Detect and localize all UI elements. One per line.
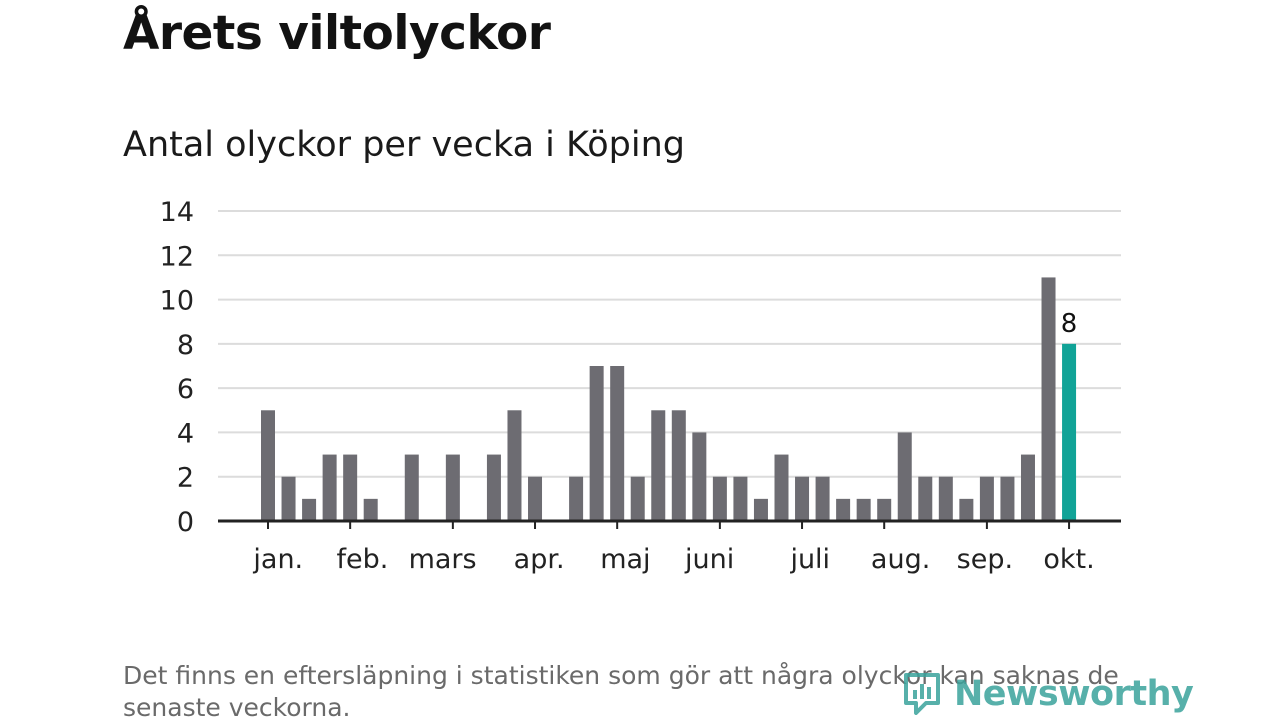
bar (938, 476, 953, 521)
y-tick-label: 6 (177, 374, 194, 405)
newsworthy-logo: Newsworthy (902, 668, 1194, 720)
x-axis-labels: jan. feb. mars apr. maj juni juli aug. sep. okt. (252, 544, 1094, 575)
bar (1041, 277, 1056, 521)
bar (692, 432, 707, 521)
bar (836, 498, 851, 521)
gridlines (218, 210, 1121, 478)
newsworthy-logo-icon (904, 673, 940, 715)
bar (630, 476, 645, 521)
y-tick-label: 12 (160, 241, 194, 272)
bar (1020, 454, 1035, 521)
data-label-latest-week: 8 (1061, 309, 1078, 339)
footnote: Det finns en eftersläpning i statistiken… (123, 661, 1119, 722)
y-tick-label: 4 (177, 418, 194, 449)
x-tick-label: juli (789, 544, 830, 575)
x-tick-label: apr. (514, 544, 565, 575)
y-tick-label: 2 (177, 463, 194, 494)
chart-subtitle: Antal olyckor per vecka i Köping (123, 125, 685, 165)
bar (753, 498, 768, 521)
y-tick-label: 0 (177, 507, 194, 538)
y-tick-label: 14 (160, 197, 194, 228)
bar (281, 476, 296, 521)
x-tick-label: jan. (252, 544, 303, 575)
x-tick-label: juni (684, 544, 734, 575)
x-tick-label: feb. (337, 544, 389, 575)
bar (774, 454, 789, 521)
x-tick-label: aug. (871, 544, 930, 575)
bar (733, 476, 748, 521)
bar (322, 454, 337, 521)
bars (261, 277, 1077, 521)
x-tick-label: sep. (957, 544, 1013, 575)
bar (302, 498, 317, 521)
x-tick-label: maj (600, 544, 650, 575)
chart-title: Årets viltolyckor (123, 6, 551, 61)
bar (528, 476, 543, 521)
bar (343, 454, 358, 521)
bar (712, 476, 727, 521)
bar (486, 454, 501, 521)
bar (261, 410, 275, 521)
bar (589, 366, 604, 521)
x-tick-label: mars (409, 544, 477, 575)
bar (569, 476, 584, 521)
bar (610, 366, 625, 521)
bar (979, 476, 994, 521)
bar (795, 476, 810, 521)
x-axis-ticks (267, 521, 1071, 529)
bar (918, 476, 933, 521)
bar (363, 498, 378, 521)
bar (507, 410, 522, 521)
bar (877, 498, 892, 521)
bar (1000, 476, 1015, 521)
bar (445, 454, 460, 521)
bar (404, 454, 419, 521)
brand-name: Newsworthy (954, 674, 1194, 714)
y-tick-label: 8 (177, 330, 194, 361)
bar (856, 498, 871, 521)
bar (671, 410, 686, 521)
bar (959, 498, 974, 521)
y-axis-labels: 0 2 4 6 8 10 12 14 (160, 197, 194, 538)
y-tick-label: 10 (160, 286, 194, 317)
x-tick-label: okt. (1043, 544, 1094, 575)
bar (651, 410, 666, 521)
bar (815, 476, 830, 521)
bar-highlight (1062, 343, 1077, 521)
bar (897, 432, 912, 521)
